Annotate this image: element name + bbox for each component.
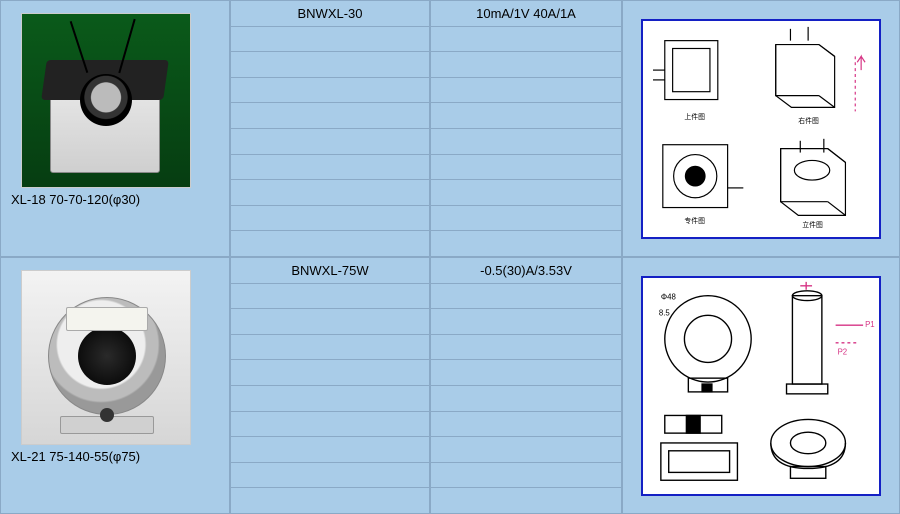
svg-text:Φ48: Φ48 — [661, 292, 677, 301]
diagram-cell: Φ48 8.5 P1 P2 — [622, 257, 900, 514]
svg-text:上件图: 上件图 — [684, 112, 705, 121]
spec-cell: -0.5(30)A/3.53V — [430, 257, 622, 514]
product-table: XL-18 70-70-120(φ30) BNWXL-30 10mA/1V 40… — [0, 0, 900, 514]
product-photo — [21, 270, 191, 445]
model-label: BNWXL-30 — [231, 1, 429, 27]
product-image-cell: XL-21 75-140-55(φ75) — [0, 257, 230, 514]
svg-text:P2: P2 — [838, 347, 848, 356]
diagram-cell: 上件图 右件图 专件图 立件图 — [622, 0, 900, 257]
svg-text:专件图: 专件图 — [684, 216, 705, 225]
product-caption: XL-21 75-140-55(φ75) — [9, 449, 140, 464]
technical-drawing: Φ48 8.5 P1 P2 — [641, 276, 881, 496]
product-image-cell: XL-18 70-70-120(φ30) — [0, 0, 230, 257]
svg-text:P1: P1 — [865, 320, 875, 329]
technical-drawing: 上件图 右件图 专件图 立件图 — [641, 19, 881, 239]
svg-text:8.5: 8.5 — [659, 308, 671, 317]
model-cell: BNWXL-30 — [230, 0, 430, 257]
svg-text:右件图: 右件图 — [798, 116, 819, 125]
svg-text:立件图: 立件图 — [802, 220, 823, 229]
spec-label: 10mA/1V 40A/1A — [431, 1, 621, 27]
model-label: BNWXL-75W — [231, 258, 429, 284]
product-photo — [21, 13, 191, 188]
product-caption: XL-18 70-70-120(φ30) — [9, 192, 140, 207]
model-cell: BNWXL-75W — [230, 257, 430, 514]
spec-cell: 10mA/1V 40A/1A — [430, 0, 622, 257]
spec-label: -0.5(30)A/3.53V — [431, 258, 621, 284]
